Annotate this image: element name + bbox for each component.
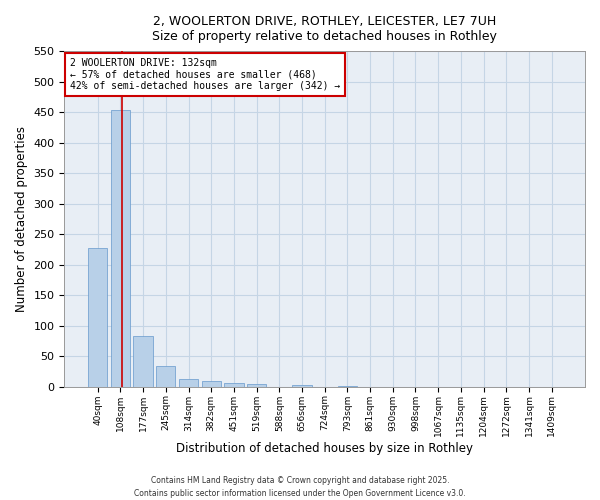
- Bar: [202, 380, 221, 386]
- Bar: [133, 336, 153, 386]
- Bar: [111, 110, 130, 386]
- Bar: [247, 384, 266, 386]
- Y-axis label: Number of detached properties: Number of detached properties: [15, 126, 28, 312]
- Title: 2, WOOLERTON DRIVE, ROTHLEY, LEICESTER, LE7 7UH
Size of property relative to det: 2, WOOLERTON DRIVE, ROTHLEY, LEICESTER, …: [152, 15, 497, 43]
- Text: 2 WOOLERTON DRIVE: 132sqm
← 57% of detached houses are smaller (468)
42% of semi: 2 WOOLERTON DRIVE: 132sqm ← 57% of detac…: [70, 58, 340, 91]
- Bar: [156, 366, 175, 386]
- Bar: [88, 248, 107, 386]
- Text: Contains HM Land Registry data © Crown copyright and database right 2025.
Contai: Contains HM Land Registry data © Crown c…: [134, 476, 466, 498]
- Bar: [224, 383, 244, 386]
- X-axis label: Distribution of detached houses by size in Rothley: Distribution of detached houses by size …: [176, 442, 473, 455]
- Bar: [179, 380, 198, 386]
